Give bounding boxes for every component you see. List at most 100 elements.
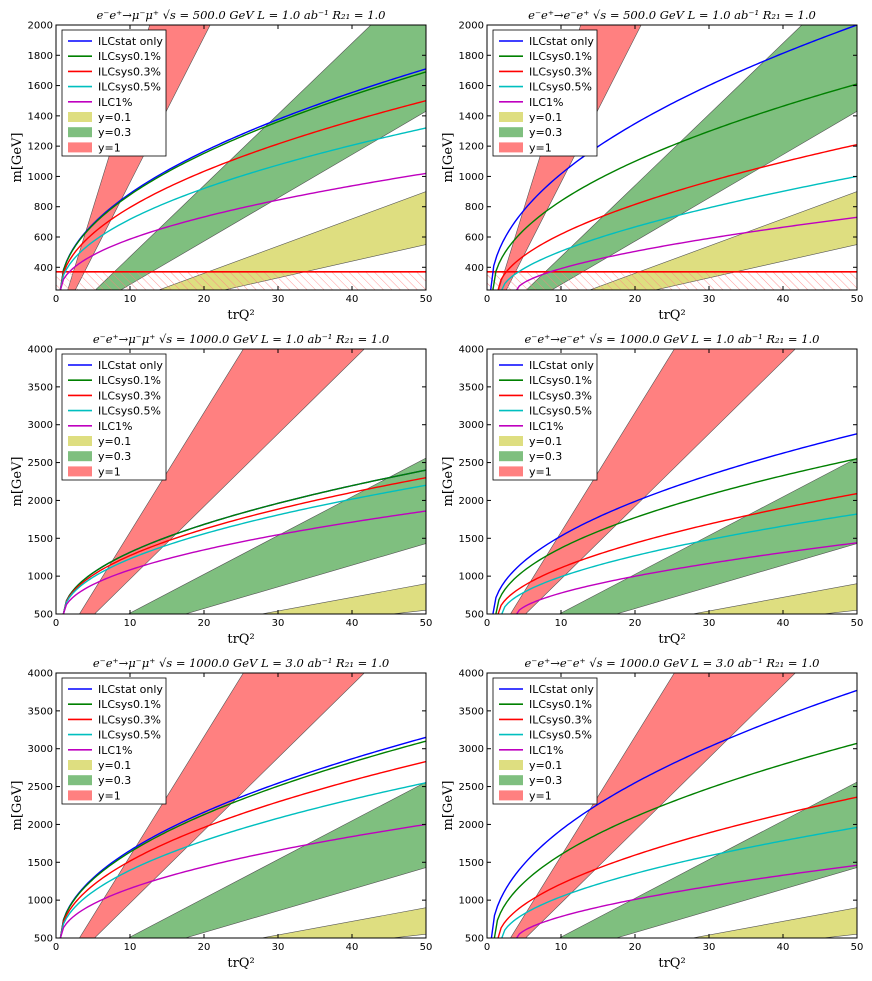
plot-frame — [486, 348, 858, 615]
y-tick-label: 3500 — [28, 382, 53, 393]
legend-label: ILCsys0.3% — [529, 65, 592, 78]
y-tick-label: 1200 — [459, 142, 484, 153]
y-tick-label: 1000 — [459, 572, 484, 583]
series-line-ilc1- — [59, 823, 426, 938]
legend-label: ILCsys0.5% — [529, 81, 592, 94]
legend-swatch-y-0-3 — [68, 127, 92, 138]
legend-label: ILCsys0.1% — [98, 374, 161, 387]
y-tick-label: 2500 — [28, 782, 53, 793]
x-axis-label: trQ² — [227, 632, 254, 647]
series-line-ilcsys0-1- — [495, 458, 857, 614]
legend-label: ILCsys0.3% — [98, 65, 161, 78]
y-tick-label: 1500 — [28, 858, 53, 869]
legend-label: ILC1% — [98, 96, 133, 109]
y-tick-label: 1000 — [459, 172, 484, 183]
band-y-0-3 — [127, 457, 426, 614]
series-line-ilcsys0-3- — [59, 100, 426, 290]
plot-frame — [486, 672, 858, 939]
y-tick-label: 2000 — [28, 21, 53, 32]
legend-label: ILCsys0.1% — [98, 698, 161, 711]
legend-label: y=0.1 — [529, 435, 562, 448]
legend-label: ILCstat only — [529, 35, 594, 48]
y-tick-label: 4000 — [459, 345, 484, 356]
band-y-0-3 — [558, 457, 857, 614]
plot-frame — [55, 348, 427, 615]
series-line-ilcsys0-1- — [59, 740, 426, 938]
series-line-ilcsys0-5- — [59, 782, 426, 938]
chart-panel-3: 0 10 20 30 40 50 500 1000 1500 2000 2500 3000 3500 40… — [10, 332, 433, 647]
legend-label: ILC1% — [529, 96, 564, 109]
y-tick-label: 500 — [34, 610, 53, 621]
legend-swatch-y-1 — [68, 790, 92, 801]
x-tick-label: 10 — [555, 294, 568, 305]
series-line-ilcsys0-3- — [497, 492, 857, 614]
y-tick-label: 3500 — [28, 706, 53, 717]
legend-label: y=1 — [98, 465, 121, 478]
x-axis-label: trQ² — [658, 956, 685, 971]
legend-swatch-y-0-1 — [499, 436, 523, 446]
band-y-1 — [79, 673, 365, 938]
series-line-ilcstat-only — [59, 736, 426, 938]
x-tick-label: 30 — [703, 618, 716, 629]
band-y-0-3 — [558, 781, 857, 938]
chart-panel-5: 0 10 20 30 40 50 500 1000 1500 2000 2500 3000 3500 40… — [10, 656, 432, 971]
x-tick-label: 20 — [198, 294, 211, 305]
legend-label: ILCstat only — [98, 683, 163, 696]
series-line-ilcsys0-5- — [501, 826, 857, 938]
y-axis-label: m[GeV] — [10, 133, 25, 183]
y-tick-label: 2500 — [28, 458, 53, 469]
y-tick-label: 1500 — [28, 534, 53, 545]
plot-area — [56, 25, 426, 290]
legend-label: ILCsys0.1% — [529, 698, 592, 711]
y-tick-label: 2500 — [459, 782, 484, 793]
series-line-ilc1- — [516, 542, 857, 614]
y-tick-label: 2000 — [459, 21, 484, 32]
y-tick-label: 500 — [465, 934, 484, 945]
series-line-ilcsys0-1- — [59, 71, 426, 290]
y-tick-label: 2500 — [459, 458, 484, 469]
legend-label: ILCsys0.1% — [529, 50, 592, 63]
plot-frame — [55, 24, 427, 291]
y-tick-label: 2000 — [459, 820, 484, 831]
series-line-ilcsys0-1- — [62, 469, 426, 614]
legend-label: y=0.3 — [98, 126, 131, 139]
legend-label: ILCsys0.1% — [529, 374, 592, 387]
legend-label: y=0.3 — [98, 450, 131, 463]
legend-label: y=1 — [98, 789, 121, 802]
legend: ILCstat only ILCsys0.1% ILCsys0.3% ILCsys0.… — [61, 353, 167, 481]
band-y-0-1 — [690, 583, 857, 614]
x-axis-label: trQ² — [227, 956, 254, 971]
band-y-1 — [67, 25, 211, 290]
series-line-ilcsys0-1- — [492, 83, 857, 290]
x-tick-label: 0 — [53, 618, 59, 629]
x-tick-label: 40 — [777, 618, 790, 629]
y-tick-label: 800 — [34, 202, 53, 213]
y-axis-label: m[GeV] — [441, 457, 456, 507]
x-tick-label: 0 — [53, 942, 59, 953]
legend: ILCstat only ILCsys0.1% ILCsys0.3% ILCsys0.… — [492, 29, 598, 157]
legend-swatch-y-1 — [68, 466, 92, 477]
y-tick-label: 500 — [34, 934, 53, 945]
legend: ILCstat only ILCsys0.1% ILCsys0.3% ILCsys0.… — [492, 353, 598, 481]
legend-label: y=0.1 — [98, 111, 131, 124]
x-axis-label: trQ² — [658, 308, 685, 323]
series-line-ilcsys0-3- — [62, 477, 426, 614]
chart-panel-4: 0 10 20 30 40 50 500 1000 1500 2000 2500 3000 3500 40… — [441, 332, 863, 647]
chart-title: e⁻e⁺→e⁻e⁺ √s = 1000.0 GeV L = 3.0 ab⁻¹ R… — [524, 656, 819, 670]
band-y-1 — [510, 349, 796, 614]
legend: ILCstat only ILCsys0.1% ILCsys0.3% ILCsys0.… — [492, 677, 598, 805]
legend-label: ILCstat only — [98, 359, 163, 372]
excluded-region-hatch — [487, 271, 857, 290]
x-tick-label: 30 — [703, 294, 716, 305]
x-tick-label: 10 — [124, 618, 137, 629]
legend-label: ILC1% — [529, 420, 564, 433]
legend-swatch-y-1 — [499, 142, 523, 153]
legend-label: y=1 — [529, 789, 552, 802]
legend-label: ILCsys0.5% — [98, 405, 161, 418]
x-tick-label: 50 — [420, 618, 433, 629]
x-tick-label: 10 — [124, 942, 137, 953]
legend-label: ILCsys0.5% — [98, 729, 161, 742]
y-tick-label: 3000 — [459, 744, 484, 755]
legend-swatch-y-0-1 — [68, 436, 92, 446]
